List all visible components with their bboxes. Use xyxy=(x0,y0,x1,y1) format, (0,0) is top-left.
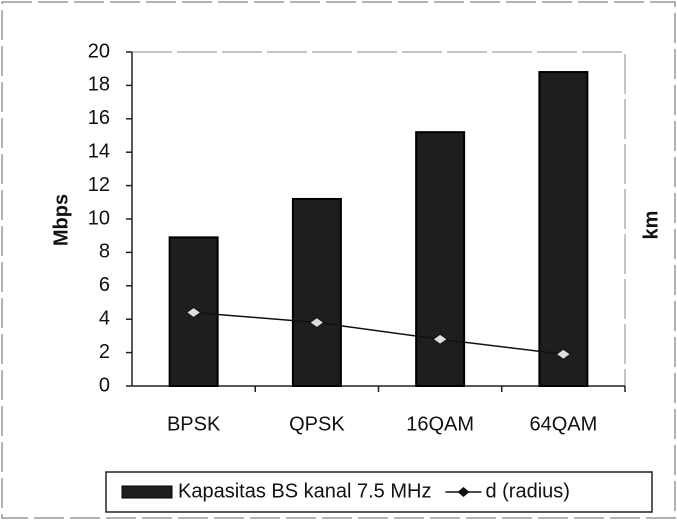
y-tick-label: 10 xyxy=(88,207,110,229)
y2-axis-label: km xyxy=(640,211,662,240)
y-tick-label: 16 xyxy=(88,107,110,129)
y-tick-label: 8 xyxy=(99,241,110,263)
y-tick-label: 20 xyxy=(88,40,110,62)
legend-label: d (radius) xyxy=(485,480,569,502)
x-tick-label: 16QAM xyxy=(406,413,474,435)
x-tick-label: 64QAM xyxy=(529,413,597,435)
y-tick-label: 12 xyxy=(88,174,110,196)
legend-marker xyxy=(457,487,470,497)
x-tick-label: QPSK xyxy=(289,413,345,435)
line xyxy=(193,311,564,356)
line-marker xyxy=(309,316,325,329)
y-tick-label: 0 xyxy=(99,374,110,396)
x-tick-label: BPSK xyxy=(167,413,221,435)
y-tick-label: 4 xyxy=(99,307,110,329)
bar xyxy=(291,197,342,387)
legend-box xyxy=(105,471,653,513)
y-tick-label: 18 xyxy=(88,74,110,96)
y-axis-label: Mbps xyxy=(50,194,72,246)
y-tick-label: 14 xyxy=(88,140,110,162)
bar xyxy=(415,131,466,387)
line-marker xyxy=(185,306,202,319)
legend-swatch xyxy=(121,485,173,499)
legend-label: Kapasitas BS kanal 7.5 MHz xyxy=(178,480,431,502)
line-marker xyxy=(432,333,448,345)
line-marker xyxy=(555,348,572,360)
y-tick-label: 2 xyxy=(99,341,110,363)
bar xyxy=(538,71,589,387)
y-tick-label: 6 xyxy=(99,274,110,296)
